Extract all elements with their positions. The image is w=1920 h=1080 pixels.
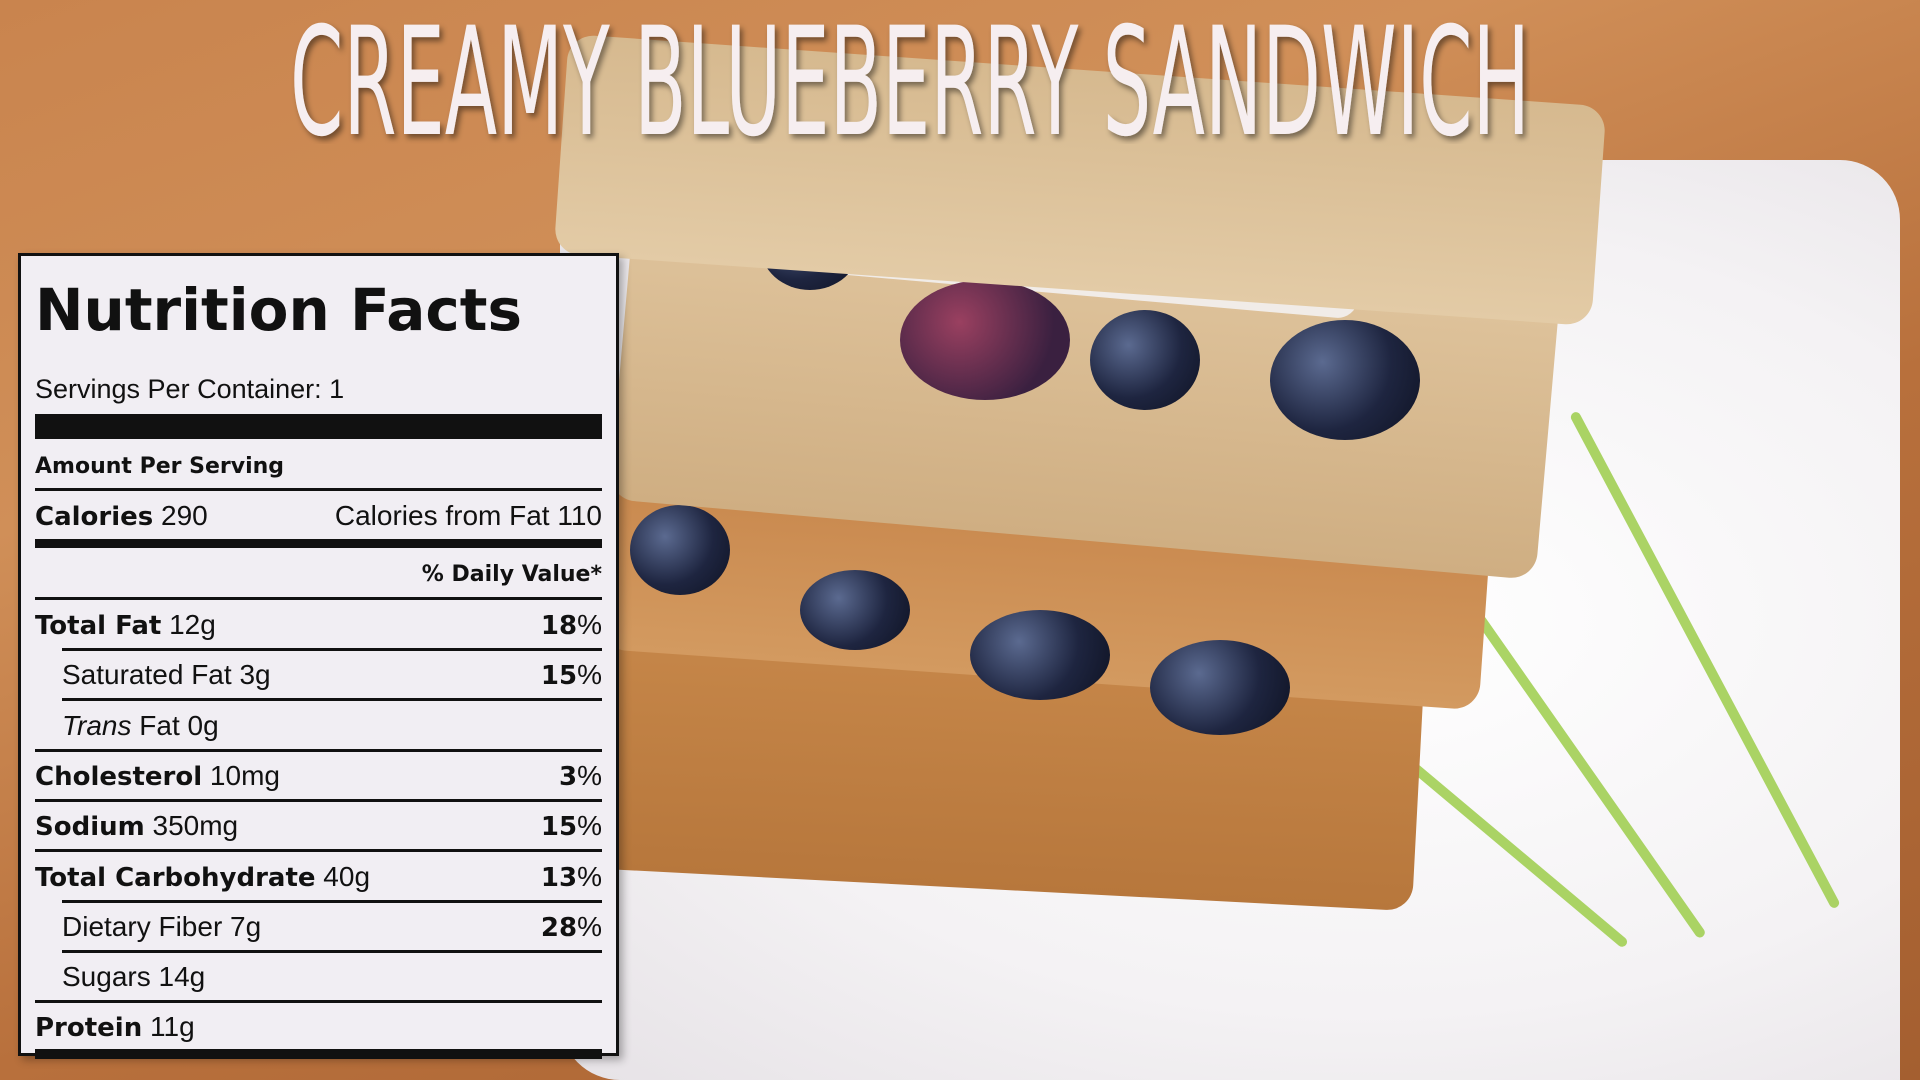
daily-value-percent: 3%	[559, 759, 602, 792]
divider	[35, 798, 602, 802]
divider	[62, 698, 602, 702]
blueberry	[970, 610, 1110, 700]
blueberry	[1150, 640, 1290, 735]
nutrient-name: Dietary Fiber 7g	[62, 910, 262, 942]
nutrient-row: Total Carbohydrate 40g 13%	[35, 853, 602, 901]
daily-value-header-row: % Daily Value*	[421, 561, 602, 587]
daily-value-percent: 15%	[540, 659, 602, 692]
nutrient-row: Protein 11g	[35, 1003, 602, 1051]
nutrient-name: Total Carbohydrate 40g	[35, 860, 371, 893]
nutrient-row: Sodium 350mg 15%	[35, 802, 602, 850]
thick-divider	[35, 414, 602, 439]
video-title: CREAMY BLUEBERRY SANDWICH	[290, 14, 1530, 144]
nutrient-name: Saturated Fat 3g	[62, 659, 271, 691]
nutrient-row: Trans Fat 0g	[62, 702, 602, 750]
nutrient-row: Sugars 14g	[62, 953, 602, 1001]
daily-value-percent: 28%	[540, 910, 602, 943]
nutrient-row: Total Fat 12g 18%	[35, 601, 602, 649]
blueberry	[900, 280, 1070, 400]
divider	[62, 899, 602, 903]
daily-value-percent: 18%	[540, 609, 602, 641]
video-title-text: CREAMY BLUEBERRY SANDWICH	[290, 14, 1530, 144]
blueberry	[800, 570, 910, 650]
divider	[35, 597, 602, 600]
divider	[35, 849, 602, 853]
blueberry	[1090, 310, 1200, 410]
amount-per-serving-row: Amount Per Serving	[35, 453, 285, 479]
nutrient-name: Total Fat 12g	[35, 609, 216, 641]
daily-value-percent: 13%	[540, 860, 602, 893]
nutrient-name: Cholesterol 10mg	[35, 759, 280, 792]
servings-per-container: Servings Per Container: 1	[35, 374, 345, 404]
nutrient-name: Trans Fat 0g	[62, 709, 219, 741]
nutrient-name: Sodium 350mg	[35, 810, 239, 843]
medium-divider	[35, 539, 602, 548]
nutrition-facts-label: Nutrition Facts Servings Per Container: …	[18, 253, 619, 1059]
nutrient-row: Cholesterol 10mg 3%	[35, 752, 602, 800]
nutrient-name: Sugars 14g	[62, 961, 206, 993]
nutrient-name: Protein 11g	[35, 1011, 195, 1044]
nutrient-row: Dietary Fiber 7g 28%	[62, 903, 602, 951]
divider	[35, 488, 602, 491]
divider	[35, 748, 602, 752]
divider	[62, 949, 602, 953]
bottom-thick-divider	[35, 1049, 602, 1059]
video-title-svg: CREAMY BLUEBERRY SANDWICH	[290, 14, 1530, 144]
blueberry	[630, 505, 730, 595]
nutrient-row: Saturated Fat 3g 15%	[62, 651, 602, 699]
nutrition-heading: Nutrition Facts	[35, 276, 522, 344]
daily-value-percent: 15%	[540, 810, 602, 843]
calories-row: Calories 290 Calories from Fat 110	[35, 500, 602, 532]
blueberry	[1270, 320, 1420, 440]
divider	[62, 648, 602, 651]
divider	[35, 1000, 602, 1004]
